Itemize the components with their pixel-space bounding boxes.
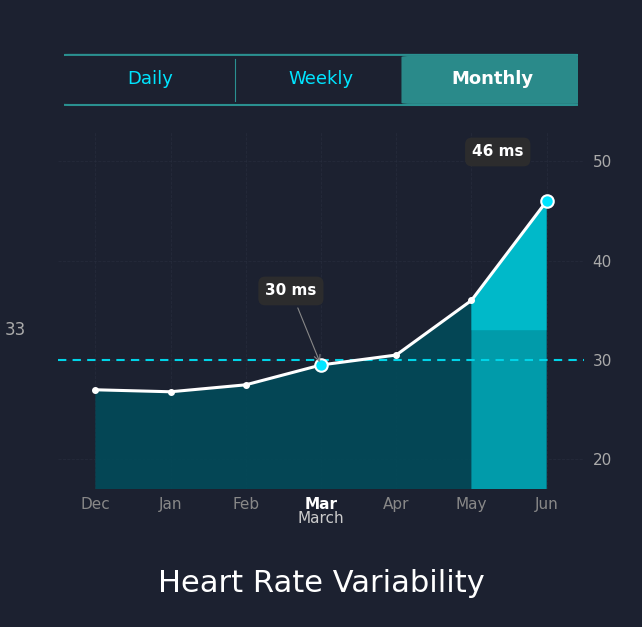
FancyBboxPatch shape xyxy=(59,55,583,105)
Text: Weekly: Weekly xyxy=(288,70,354,88)
FancyBboxPatch shape xyxy=(401,56,583,104)
Text: Daily: Daily xyxy=(127,70,173,88)
Text: March: March xyxy=(298,511,344,526)
Polygon shape xyxy=(471,201,546,489)
Text: 30 ms: 30 ms xyxy=(265,283,320,361)
Text: 46 ms: 46 ms xyxy=(472,144,523,159)
Text: Monthly: Monthly xyxy=(451,70,534,88)
Text: Heart Rate Variability: Heart Rate Variability xyxy=(158,569,484,598)
Text: 33: 33 xyxy=(5,321,26,339)
Polygon shape xyxy=(471,201,546,330)
Polygon shape xyxy=(96,201,546,489)
